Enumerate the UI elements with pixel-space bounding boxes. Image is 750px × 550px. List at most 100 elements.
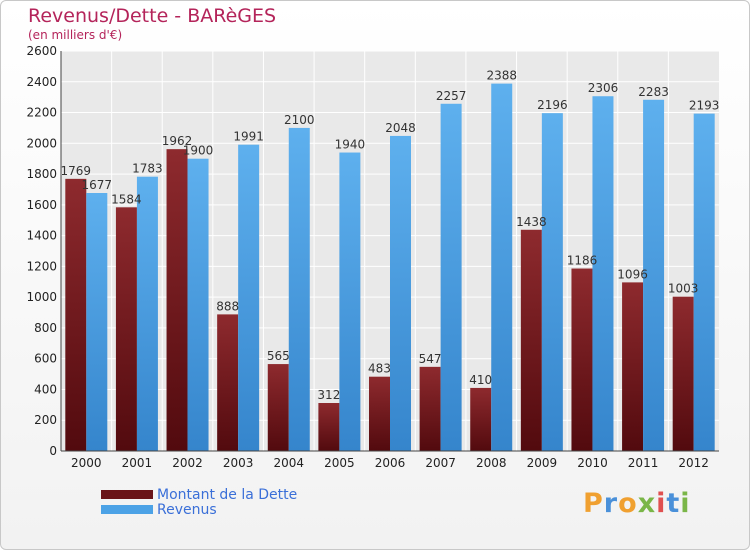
data-label-revenus: 1991 (233, 130, 264, 144)
data-label-dette: 1769 (61, 164, 92, 178)
data-label-dette: 888 (216, 299, 239, 313)
bars (65, 83, 715, 452)
logo-letter: r (603, 488, 619, 519)
y-tick-label: 1200 (26, 259, 57, 273)
bar-revenus (136, 176, 158, 451)
x-tick-label: 2003 (223, 456, 254, 470)
bar-dette (520, 229, 542, 451)
data-label-revenus: 1677 (82, 178, 113, 192)
data-label-revenus: 2048 (385, 121, 416, 135)
bar-dette (267, 364, 289, 451)
bar-revenus (187, 158, 209, 451)
x-tick-label: 2005 (324, 456, 355, 470)
data-label-revenus: 2306 (588, 81, 619, 95)
chart-subtitle: (en milliers d'€) (28, 28, 123, 42)
bar-dette (672, 296, 694, 451)
y-tick-label: 1600 (26, 198, 57, 212)
bar-revenus (491, 83, 513, 451)
data-label-dette: 312 (317, 388, 340, 402)
bar-revenus (693, 113, 715, 451)
data-label-revenus: 2388 (486, 69, 517, 83)
bar-dette (470, 387, 492, 451)
y-tick-label: 1000 (26, 290, 57, 304)
proxiti-logo: Proxiti (583, 488, 691, 519)
bar-revenus (288, 127, 310, 451)
bar-revenus (440, 103, 462, 452)
logo-letter: o (618, 488, 638, 519)
logo-letter: t (666, 488, 681, 519)
logo-letter: P (583, 488, 604, 519)
bar-dette (369, 376, 390, 451)
bar-revenus (339, 152, 361, 452)
bar-dette (622, 282, 644, 451)
y-tick-label: 200 (34, 413, 57, 427)
y-tick-label: 2400 (26, 75, 57, 89)
bar-dette (65, 178, 87, 451)
y-tick-label: 800 (34, 321, 57, 335)
legend-swatch-dette (101, 490, 153, 499)
x-tick-label: 2006 (375, 456, 406, 470)
data-label-dette: 1438 (516, 215, 547, 229)
x-tick-label: 2010 (577, 456, 608, 470)
data-label-revenus: 1900 (183, 144, 214, 158)
data-label-revenus: 2196 (537, 98, 568, 112)
x-tick-label: 2011 (628, 456, 659, 470)
y-tick-label: 400 (34, 382, 57, 396)
legend-label-dette: Montant de la Dette (157, 486, 298, 503)
y-tick-label: 1800 (26, 167, 57, 181)
data-label-dette: 1096 (617, 267, 648, 281)
data-label-dette: 565 (267, 349, 290, 363)
axes: 0 200 400 600 800 1000 1200 1400 1600 1800 2000 220… (26, 44, 719, 470)
legend-label-revenus: Revenus (157, 501, 217, 518)
data-label-revenus: 2100 (284, 113, 315, 127)
y-tick-label: 0 (49, 444, 57, 458)
data-label-revenus: 1940 (335, 138, 366, 152)
data-label-dette: 1962 (162, 134, 193, 148)
logo-letter: i (680, 488, 691, 519)
bar-dette (217, 314, 239, 451)
x-tick-label: 2007 (425, 456, 456, 470)
legend-item-revenus: Revenus (101, 501, 297, 518)
x-tick-label: 2004 (273, 456, 304, 470)
y-tick-label: 2200 (26, 106, 57, 120)
bar-dette (318, 403, 340, 451)
data-label-revenus: 2283 (638, 85, 669, 99)
data-label-dette: 1186 (567, 254, 598, 268)
legend-item-dette: Montant de la Dette (101, 486, 298, 503)
data-label-revenus: 2193 (689, 99, 720, 113)
x-tick-label: 2008 (476, 456, 507, 470)
x-tick-label: 2002 (172, 456, 203, 470)
bar-revenus (541, 113, 563, 452)
x-tick-label: 2009 (527, 456, 558, 470)
data-label-dette: 1003 (668, 282, 699, 296)
bar-dette (419, 366, 441, 451)
x-tick-label: 2012 (678, 456, 709, 470)
y-tick-label: 2000 (26, 136, 57, 150)
bar-revenus (592, 96, 614, 451)
x-tick-label: 2000 (71, 456, 102, 470)
x-tick-label: 2001 (122, 456, 153, 470)
bar-dette (115, 207, 137, 451)
data-label-dette: 483 (368, 362, 391, 376)
logo-letter: i (656, 488, 667, 519)
bar-revenus (86, 193, 108, 451)
y-tick-label: 2600 (26, 44, 57, 58)
y-tick-label: 600 (34, 352, 57, 366)
bar-revenus (643, 99, 665, 452)
bar-dette (166, 149, 188, 451)
data-label-dette: 547 (419, 352, 442, 366)
legend-swatch-revenus (101, 505, 153, 514)
data-label-dette: 410 (469, 373, 492, 387)
data-label-dette: 1584 (111, 192, 142, 206)
y-tick-label: 1400 (26, 229, 57, 243)
legend: Montant de la Dette Revenus (101, 486, 298, 518)
chart-title: Revenus/Dette - BARèGES (28, 5, 277, 27)
bar-revenus (390, 135, 411, 451)
bar-revenus (238, 144, 260, 451)
logo-letter: x (637, 488, 657, 519)
data-label-revenus: 2257 (436, 89, 467, 103)
bar-dette (571, 268, 593, 451)
